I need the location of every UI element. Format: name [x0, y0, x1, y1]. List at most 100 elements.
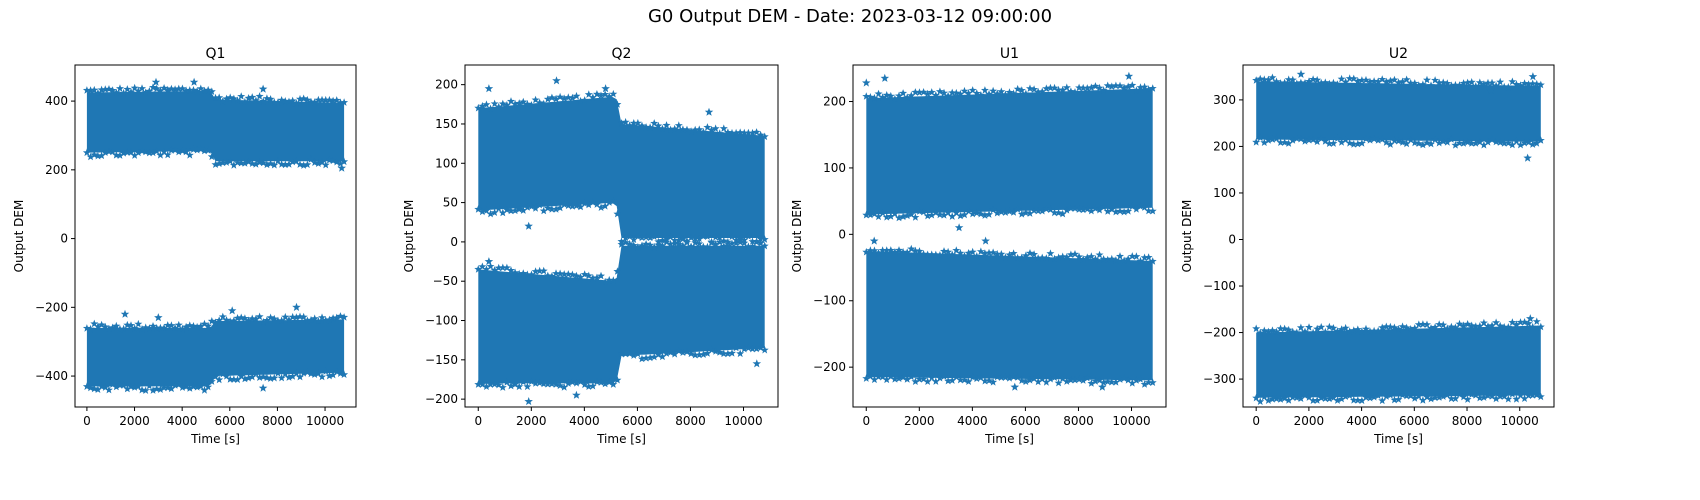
- x-axis-label: Time [s]: [984, 432, 1034, 446]
- band-edge-points: [474, 89, 769, 246]
- band-body: [1256, 81, 1541, 142]
- y-tick-label: 100: [823, 161, 846, 175]
- band-body: [478, 96, 765, 238]
- series-band-upper: [1252, 73, 1545, 149]
- subplot-q2: 0 2000 4000 6000 8000 10000 −200 −150 −100 −50 0 50…: [402, 46, 779, 446]
- data-point: [484, 257, 494, 266]
- data-point: [981, 236, 990, 245]
- data-point: [337, 163, 346, 172]
- y-tick-label: −200: [425, 392, 458, 406]
- data-point: [189, 77, 199, 86]
- series-band-lower: [82, 312, 349, 394]
- y-tick-label: 400: [45, 94, 68, 108]
- x-tick-label: 4000: [569, 414, 600, 428]
- y-tick-label: 200: [823, 95, 846, 109]
- band-edge-points: [82, 312, 349, 394]
- x-tick-label: 8000: [1452, 414, 1483, 428]
- data-point: [154, 313, 163, 322]
- data-point: [258, 383, 268, 392]
- x-tick-label: 4000: [1346, 414, 1377, 428]
- series-band-lower: [862, 244, 1157, 388]
- band-edge-points: [474, 237, 769, 391]
- y-tick-label: −100: [425, 314, 458, 328]
- x-axis-label: Time [s]: [1373, 432, 1423, 446]
- band-edge-points: [862, 81, 1157, 222]
- series-band-lower: [1252, 317, 1545, 405]
- subplot-u1: 0 2000 4000 6000 8000 10000 −200 −100 0 100 200 U1 T…: [790, 46, 1167, 446]
- x-tick-label: 2000: [516, 414, 547, 428]
- y-tick-label: −100: [813, 294, 846, 308]
- data-point: [1523, 153, 1532, 162]
- y-tick-label: 0: [1228, 232, 1236, 246]
- data-point: [552, 76, 561, 85]
- subplot-title: Q1: [206, 46, 226, 62]
- band-edge-points: [862, 244, 1157, 388]
- data-point: [151, 77, 161, 86]
- band-edge-points: [1252, 73, 1545, 149]
- axes-frame: [74, 64, 357, 408]
- band-body: [1256, 325, 1541, 398]
- plot-area: [1252, 69, 1545, 405]
- x-tick-label: 10000: [1112, 414, 1150, 428]
- y-tick-label: −200: [35, 300, 68, 314]
- y-tick-label: 100: [435, 156, 458, 170]
- band-body: [866, 88, 1153, 215]
- y-tick-label: −200: [813, 360, 846, 374]
- data-point: [862, 78, 871, 87]
- x-axis-label: Time [s]: [596, 432, 646, 446]
- y-tick-label: 200: [435, 78, 458, 92]
- x-tick-label: 6000: [1399, 414, 1430, 428]
- data-point: [572, 390, 581, 399]
- y-tick-label: −100: [1203, 279, 1236, 293]
- y-tick-label: 300: [1213, 93, 1236, 107]
- data-point: [869, 236, 879, 245]
- y-tick-label: 150: [435, 117, 458, 131]
- series-band-upper: [474, 89, 769, 246]
- x-tick-label: 10000: [306, 414, 344, 428]
- y-tick-label: 0: [838, 227, 846, 241]
- x-tick-label: 2000: [119, 414, 150, 428]
- data-point: [1098, 382, 1107, 391]
- data-point: [1010, 382, 1020, 391]
- plot-area: [82, 77, 349, 394]
- x-tick-label: 6000: [622, 414, 653, 428]
- y-axis-label: Output DEM: [402, 200, 416, 273]
- y-axis-label: Output DEM: [1180, 200, 1194, 273]
- data-point: [704, 107, 714, 116]
- data-point: [292, 302, 301, 311]
- x-tick-label: 8000: [1063, 414, 1094, 428]
- x-tick-label: 4000: [167, 414, 198, 428]
- series-band-upper: [862, 81, 1157, 222]
- x-tick-label: 0: [83, 414, 91, 428]
- data-point: [227, 306, 237, 315]
- y-tick-label: 200: [45, 163, 68, 177]
- plot-area: [474, 76, 769, 406]
- series-band-upper: [82, 83, 349, 169]
- subplot-title: Q2: [612, 46, 632, 62]
- band-body: [478, 245, 765, 384]
- data-point: [1296, 69, 1306, 78]
- band-body: [866, 250, 1153, 381]
- data-point: [601, 84, 610, 93]
- axes-frame: [1242, 64, 1555, 408]
- y-tick-label: 50: [443, 196, 458, 210]
- band-edge-points: [1252, 317, 1545, 405]
- subplot-title: U1: [1000, 46, 1019, 62]
- y-tick-label: 200: [1213, 139, 1236, 153]
- data-point: [120, 309, 130, 318]
- y-tick-label: 0: [450, 235, 458, 249]
- band-body: [86, 90, 345, 162]
- y-axis-label: Output DEM: [12, 200, 26, 273]
- y-tick-label: −400: [35, 369, 68, 383]
- y-tick-label: −150: [425, 353, 458, 367]
- plot-area: [862, 71, 1157, 391]
- x-tick-label: 6000: [215, 414, 246, 428]
- subplot-u2: 0 2000 4000 6000 8000 10000 −300 −200 −100 0 100 20…: [1180, 46, 1555, 446]
- data-point: [1124, 71, 1134, 80]
- y-tick-label: 0: [60, 232, 68, 246]
- series-band-lower: [474, 237, 769, 391]
- data-point: [1526, 314, 1535, 323]
- data-point: [524, 221, 533, 230]
- axes-frame: [852, 64, 1167, 408]
